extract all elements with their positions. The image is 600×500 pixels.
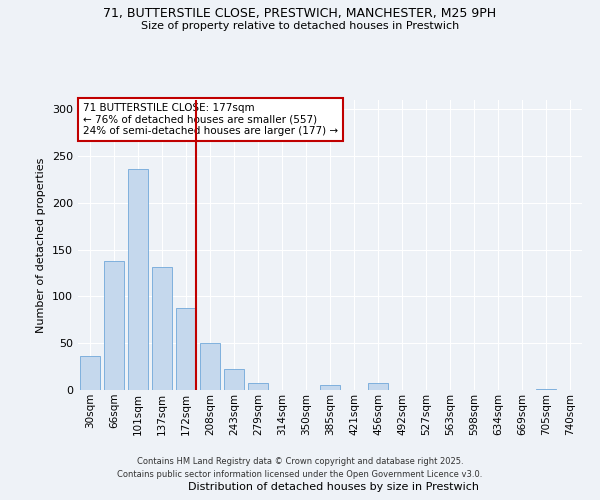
Bar bbox=[104, 261, 124, 390]
Bar bbox=[248, 384, 268, 390]
Bar bbox=[368, 382, 388, 390]
Text: Contains HM Land Registry data © Crown copyright and database right 2025.
Contai: Contains HM Land Registry data © Crown c… bbox=[118, 458, 482, 479]
Bar bbox=[200, 343, 220, 390]
Text: 71 BUTTERSTILE CLOSE: 177sqm
← 76% of detached houses are smaller (557)
24% of s: 71 BUTTERSTILE CLOSE: 177sqm ← 76% of de… bbox=[83, 103, 338, 136]
Bar bbox=[80, 356, 100, 390]
Bar bbox=[176, 308, 196, 390]
Bar bbox=[224, 370, 244, 390]
Y-axis label: Number of detached properties: Number of detached properties bbox=[37, 158, 46, 332]
Bar bbox=[128, 169, 148, 390]
Bar bbox=[536, 389, 556, 390]
Bar bbox=[320, 386, 340, 390]
Bar bbox=[152, 266, 172, 390]
Text: 71, BUTTERSTILE CLOSE, PRESTWICH, MANCHESTER, M25 9PH: 71, BUTTERSTILE CLOSE, PRESTWICH, MANCHE… bbox=[103, 8, 497, 20]
Text: Size of property relative to detached houses in Prestwich: Size of property relative to detached ho… bbox=[141, 21, 459, 31]
Text: Distribution of detached houses by size in Prestwich: Distribution of detached houses by size … bbox=[188, 482, 479, 492]
